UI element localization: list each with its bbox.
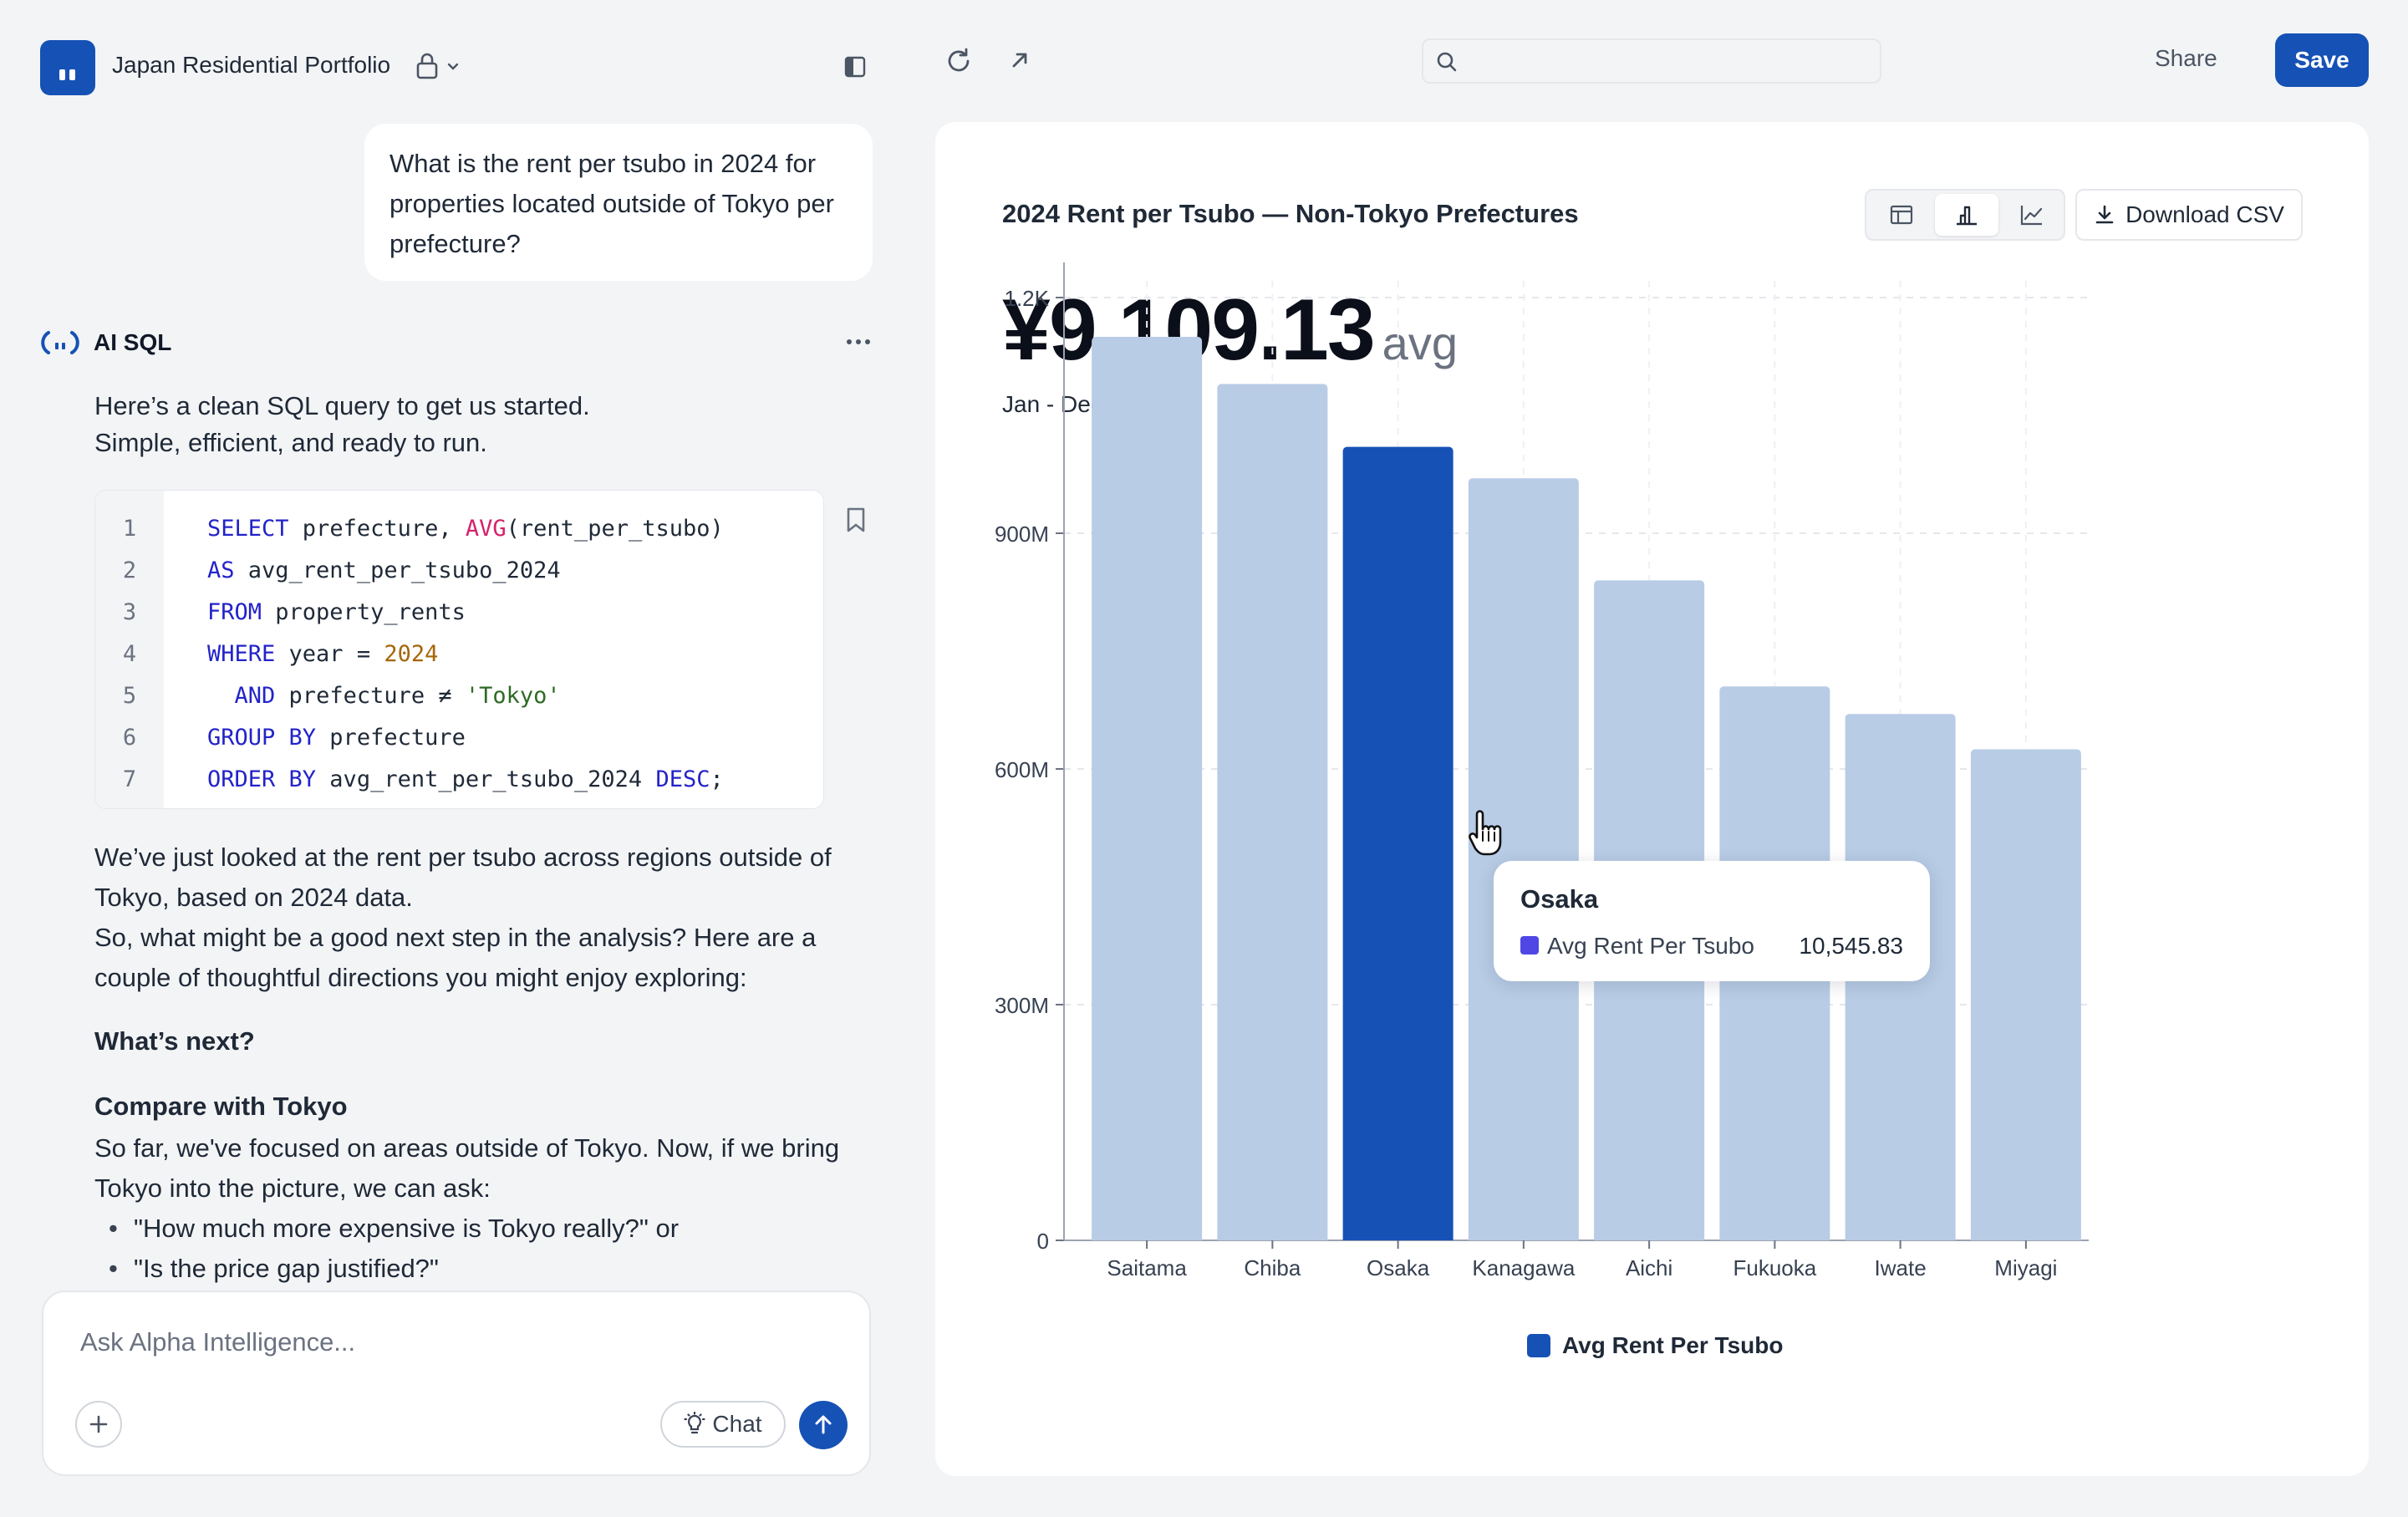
chart-title: 2024 Rent per Tsubo — Non-Tokyo Prefectu…: [1002, 199, 1579, 228]
table-view-button[interactable]: [1870, 194, 1933, 236]
x-tick-label: Kanagawa: [1472, 1255, 1575, 1280]
paragraph-text: So, what might be a good next step in th…: [94, 923, 817, 992]
chat-mode-button[interactable]: Chat: [660, 1401, 786, 1448]
search-bar[interactable]: [1422, 38, 1881, 84]
sql-code-block[interactable]: 1 SELECT prefecture, AVG(rent_per_tsubo) …: [94, 490, 824, 809]
project-title[interactable]: Japan Residential Portfolio: [112, 52, 391, 78]
compare-heading: Compare with Tokyo: [94, 1092, 348, 1121]
lock-icon: [416, 53, 438, 79]
y-tick-label: 300M: [995, 993, 1049, 1018]
bar: [1092, 337, 1203, 1240]
y-tick-label: 0: [1037, 1229, 1049, 1254]
code-line: 2 AS avg_rent_per_tsubo_2024: [95, 549, 823, 591]
code-gutter: [95, 491, 164, 808]
app-logo[interactable]: [40, 40, 95, 95]
table-icon: [1890, 205, 1913, 225]
code-line: 5 AND prefecture ≠ 'Tokyo': [95, 675, 823, 716]
chart-legend[interactable]: Avg Rent Per Tsubo: [1527, 1332, 1783, 1359]
code-line: 1 SELECT prefecture, AVG(rent_per_tsubo): [95, 507, 823, 549]
bar-view-button[interactable]: [1935, 194, 1998, 236]
intro-line: Here’s a clean SQL query to get us start…: [94, 391, 590, 420]
bar-chart: 0 300M 600M 900M 1.2K Saitama Chiba Osaka Kanaga…: [995, 262, 2089, 1280]
x-tick-label: Saitama: [1107, 1255, 1187, 1280]
tooltip-title: Osaka: [1520, 884, 1599, 914]
expand-icon[interactable]: [1008, 48, 1031, 72]
kpi-unit: avg: [1382, 317, 1458, 369]
chevron-down-icon[interactable]: [445, 59, 461, 75]
compare-text: So far, we've focused on areas outside o…: [94, 1133, 840, 1203]
line-number: 6: [122, 724, 137, 751]
chat-mode-label: Chat: [712, 1411, 762, 1437]
suggestion-list: "How much more expensive is Tokyo really…: [109, 1209, 679, 1289]
list-item: "Is the price gap justified?": [109, 1249, 679, 1289]
paragraph-text: We’ve just looked at the rent per tsubo …: [94, 842, 832, 912]
line-chart-icon: [2020, 206, 2043, 226]
download-csv-button[interactable]: Download CSV: [2075, 189, 2303, 241]
x-tick-label: Miyagi: [1994, 1255, 2057, 1280]
x-tick-label: Osaka: [1367, 1255, 1430, 1280]
line-number: 1: [122, 515, 137, 542]
download-label: Download CSV: [2125, 201, 2284, 227]
save-button[interactable]: Save: [2275, 33, 2369, 87]
code-line: 6 GROUP BY prefecture: [95, 716, 823, 758]
bar: [1970, 749, 2081, 1240]
assistant-intro: Here’s a clean SQL query to get us start…: [94, 388, 590, 461]
assistant-paragraph: We’ve just looked at the rent per tsubo …: [94, 837, 847, 998]
code-line: 7 ORDER BY avg_rent_per_tsubo_2024 DESC;: [95, 758, 823, 800]
list-item: "How much more expensive is Tokyo really…: [109, 1209, 679, 1249]
plus-icon: [89, 1415, 108, 1433]
ai-icon: [41, 331, 79, 354]
x-tick-label: Chiba: [1244, 1255, 1301, 1280]
more-icon[interactable]: [846, 338, 871, 346]
tooltip-series: Avg Rent Per Tsubo: [1547, 933, 1755, 959]
y-tick-label: 900M: [995, 522, 1049, 547]
download-icon: [2095, 205, 2114, 224]
tooltip-swatch: [1520, 936, 1539, 954]
chart-tooltip: Osaka Avg Rent Per Tsubo 10,545.83: [1494, 861, 1930, 981]
user-message: What is the rent per tsubo in 2024 for p…: [364, 124, 873, 281]
tooltip-value: 10,545.83: [1799, 933, 1903, 959]
search-icon: [1437, 52, 1457, 72]
code-line: 3 FROM property_rents: [95, 591, 823, 633]
intro-line: Simple, efficient, and ready to run.: [94, 428, 487, 457]
bar-chart-icon: [1957, 206, 1977, 226]
y-tick-label: 1.2K: [1005, 286, 1050, 311]
add-button[interactable]: [75, 1401, 122, 1448]
hand-cursor-icon: [1469, 810, 1502, 856]
line-number: 2: [122, 557, 137, 583]
legend-swatch: [1527, 1334, 1550, 1357]
bookmark-icon[interactable]: [846, 507, 866, 533]
sidebar-toggle-icon[interactable]: [844, 56, 866, 78]
line-number: 4: [122, 640, 137, 667]
x-tick-label: Aichi: [1626, 1255, 1672, 1280]
x-tick-label: Fukuoka: [1733, 1255, 1817, 1280]
search-input[interactable]: [1467, 40, 1868, 82]
x-tick-label: Iwate: [1875, 1255, 1927, 1280]
assistant-name: AI SQL: [94, 329, 172, 355]
line-number: 3: [122, 598, 137, 625]
bar: [1342, 446, 1453, 1240]
next-heading: What’s next?: [94, 1026, 255, 1056]
line-view-button[interactable]: [2000, 194, 2064, 236]
chat-panel: Japan Residential Portfolio What is the …: [0, 0, 903, 1517]
chat-composer: Chat: [42, 1290, 871, 1476]
bar: [1468, 478, 1579, 1240]
refresh-icon[interactable]: [944, 47, 973, 75]
lightbulb-icon: [684, 1412, 706, 1434]
line-number: 5: [122, 682, 137, 709]
view-toggle: [1865, 189, 2065, 241]
chart-card: 2024 Rent per Tsubo — Non-Tokyo Prefectu…: [935, 122, 2369, 1476]
share-button[interactable]: Share: [2155, 45, 2217, 71]
legend-label: Avg Rent Per Tsubo: [1562, 1332, 1784, 1358]
chat-input[interactable]: [80, 1317, 832, 1367]
bar: [1217, 384, 1328, 1240]
send-button[interactable]: [799, 1401, 848, 1449]
code-line: 4 WHERE year = 2024: [95, 633, 823, 675]
line-number: 7: [122, 766, 137, 792]
arrow-up-icon: [815, 1415, 832, 1434]
y-tick-label: 600M: [995, 757, 1049, 782]
